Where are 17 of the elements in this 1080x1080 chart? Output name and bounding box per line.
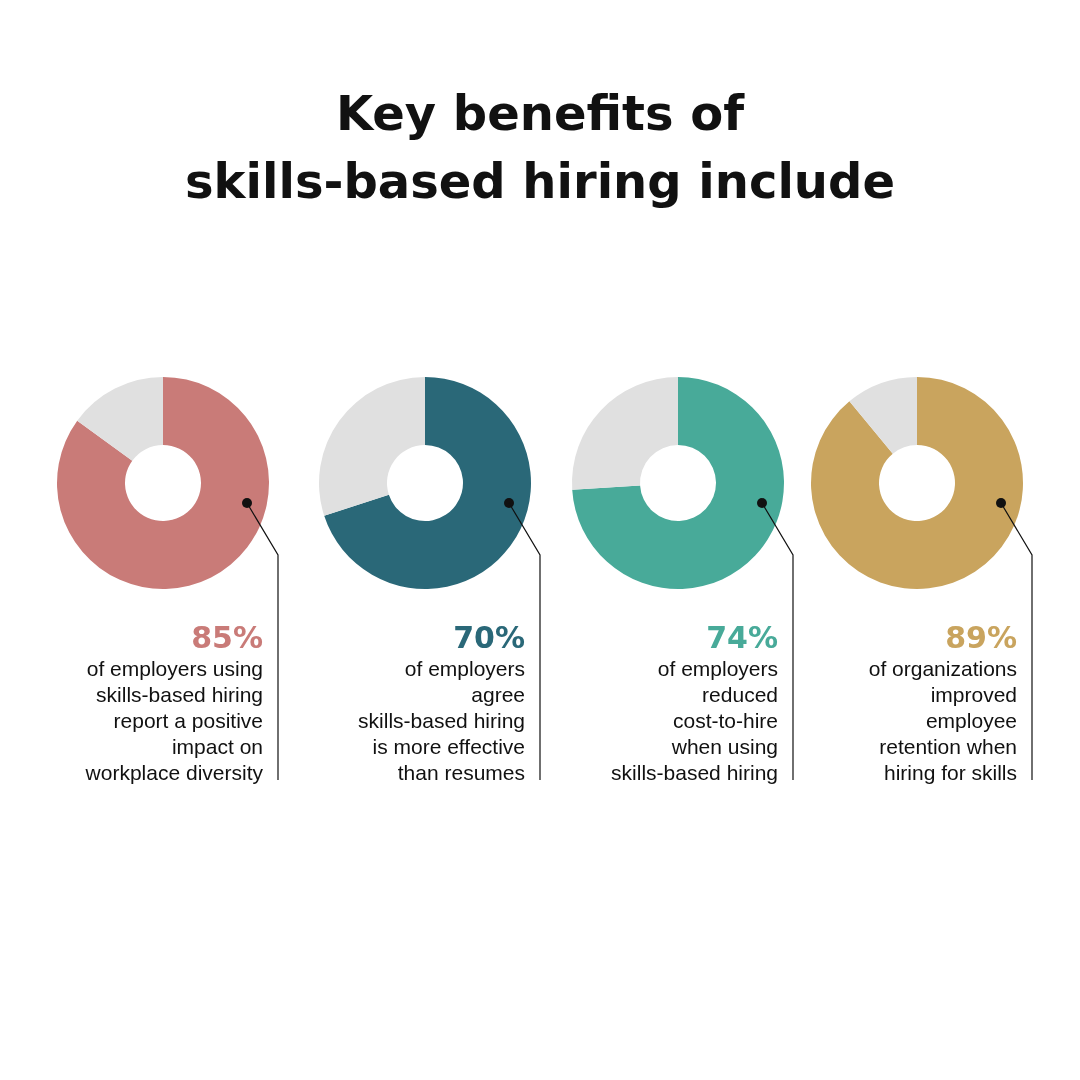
text: of employers using skills-based hiring report a positive impact on workplace diversity [84,657,264,784]
donut-slice [811,377,1023,589]
data-label: 89% [945,620,1017,655]
data-label: 74% [706,620,778,655]
text: of employers agree skills-based hiring is more effective than resumes [358,657,525,784]
data-label: 85% [191,620,263,655]
data-label: 70% [453,620,525,655]
donut-slice [572,377,784,589]
text: of organizations improved employee retention when hiring for skills [868,657,1017,784]
donut-slice [57,377,269,589]
donut-slice [849,377,917,454]
donut-slice [324,377,531,589]
text: of employers reduced cost-to-hire when using skills-based hiring [611,657,778,784]
donut-slice [77,377,163,461]
donut-slice [572,377,678,490]
text: Key benefits of skills-based hiring include [185,85,895,209]
donut-slice [319,377,425,516]
